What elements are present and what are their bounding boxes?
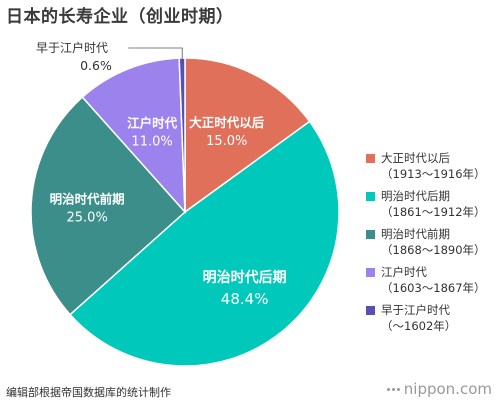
source-note: 编辑部根据帝国数据库的统计制作 (6, 386, 171, 399)
legend-label: 早于江户时代 (381, 303, 450, 317)
brand-text: nippon.com (403, 380, 492, 398)
legend-label: 大正时代以后 (381, 151, 450, 165)
slice-meiji-late (69, 120, 340, 367)
legend-label: 明治时代后期 (381, 189, 450, 203)
legend-swatch (366, 230, 375, 239)
slice-value-label: 0.6% (80, 58, 112, 73)
slice-label-edo: 江户时代 11.0% (127, 115, 178, 149)
slice-name-label: 明治时代后期 (203, 269, 287, 286)
slice-value-label: 48.4% (221, 290, 269, 308)
legend: 大正时代以后 （1913～1916年） 明治时代后期 （1861～1912年） … (366, 150, 498, 340)
legend-swatch (366, 154, 375, 163)
chart-title: 日本的长寿企业（创业时期） (6, 7, 234, 27)
leader-line (128, 47, 183, 65)
legend-label: 明治时代前期 (381, 227, 450, 241)
slice-value-label: 11.0% (131, 134, 172, 149)
legend-item-pre-edo: 早于江户时代 （～1602年） (366, 302, 498, 334)
legend-swatch (366, 306, 375, 315)
legend-period: （1603～1867年） (381, 281, 486, 295)
legend-period: （1913～1916年） (381, 167, 486, 181)
slice-name-label: 早于江户时代 (36, 40, 108, 55)
brand-dots-icon (386, 387, 400, 391)
legend-item-taisho: 大正时代以后 （1913～1916年） (366, 150, 498, 182)
legend-item-meiji-early: 明治时代前期 （1868～1890年） (366, 226, 498, 258)
slice-label-taisho: 大正时代以后 15.0% (189, 115, 265, 149)
slice-value-label: 15.0% (206, 134, 247, 149)
legend-period: （1868～1890年） (381, 243, 486, 257)
legend-item-edo: 江户时代 （1603～1867年） (366, 264, 498, 296)
legend-label: 江户时代 (381, 265, 427, 279)
slice-label-meiji-late: 明治时代后期 48.4% (203, 269, 287, 308)
legend-swatch (366, 268, 375, 277)
slice-name-label: 江户时代 (127, 115, 178, 130)
slice-meiji-early (30, 96, 187, 316)
legend-period: （1861～1912年） (381, 205, 486, 219)
brand-logo: nippon.com (386, 380, 492, 398)
slice-edo (81, 57, 186, 215)
legend-swatch (366, 192, 375, 201)
slice-label-meiji-early: 明治时代前期 25.0% (50, 191, 125, 225)
slice-name-label: 大正时代以后 (189, 115, 265, 130)
legend-period: （～1602年） (381, 319, 457, 333)
slice-label-pre-edo: 早于江户时代 0.6% (36, 40, 112, 73)
slice-value-label: 25.0% (67, 210, 108, 225)
slice-taisho (184, 57, 311, 214)
slice-name-label: 明治时代前期 (50, 191, 125, 206)
legend-item-meiji-late: 明治时代后期 （1861～1912年） (366, 188, 498, 220)
